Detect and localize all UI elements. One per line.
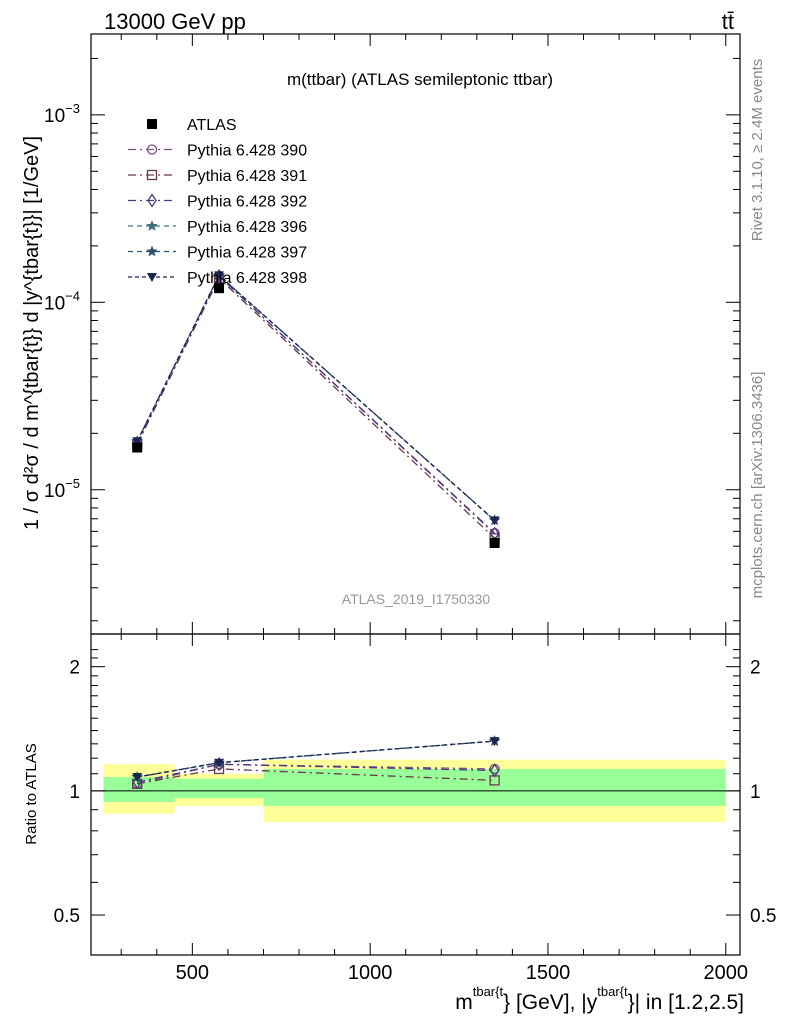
axes-layer: 500 1000 1500 2000 10−5 10−4 10−3 0.5 0.5 1 1 2 2 <box>44 33 776 984</box>
series-line-ratio <box>137 740 495 778</box>
x-tick-label: 1500 <box>526 962 571 984</box>
stat-uncertainty-band <box>174 778 264 799</box>
ratio-y-tick-label: 1 <box>69 782 80 803</box>
series-point-main <box>214 271 225 281</box>
series-point-main <box>489 516 500 526</box>
legend-marker <box>146 245 158 257</box>
mcplots-label: mcplots.cern.ch [arXiv:1306.3436] <box>749 372 766 599</box>
x-axis-label: mtbar{t} [GeV], |ytbar{t}| in [1.2,2.5] <box>455 984 744 1014</box>
chart-title: m(ttbar) (ATLAS semileptonic ttbar) <box>287 70 553 89</box>
ratio-panel-frame <box>90 633 741 956</box>
y-axis-label: 1 / σ d²σ / d m^{tbar{t}} d |y^{tbar{t}}… <box>21 136 43 530</box>
ratio-y-tick-label: 2 <box>69 658 80 679</box>
series-line-main <box>136 275 496 535</box>
legend-marker <box>147 193 157 208</box>
y-tick-label: 10−4 <box>44 288 80 314</box>
series-point-ratio <box>132 773 143 783</box>
legend-label: Pythia 6.428 396 <box>187 219 307 236</box>
ratio-y-tick-label: 0.5 <box>54 906 80 927</box>
analysis-tag: ATLAS_2019_I1750330 <box>342 591 491 607</box>
data-point <box>214 283 225 294</box>
x-tick-label: 2000 <box>704 962 749 984</box>
rivet-label: Rivet 3.1.10, ≥ 2.4M events <box>749 59 766 242</box>
series-line-main <box>136 275 496 534</box>
series-point-ratio <box>489 737 500 747</box>
legend-label: Pythia 6.428 391 <box>187 168 307 185</box>
legend-marker <box>147 273 157 282</box>
ratio-y-tick-label-right: 2 <box>750 658 761 679</box>
legend-label-data: ATLAS <box>187 117 237 134</box>
header-left: 13000 GeV pp <box>104 9 246 34</box>
legend-marker <box>146 169 158 181</box>
ratio-y-tick-label-right: 1 <box>750 782 761 803</box>
legend-marker-data <box>147 119 157 129</box>
x-tick-label: 500 <box>176 962 209 984</box>
y-tick-label: 10−5 <box>44 476 80 502</box>
series-point-ratio <box>489 763 500 778</box>
legend: ATLAS Pythia 6.428 390 Pythia 6.428 391 Pyt… <box>128 117 307 287</box>
legend-label: Pythia 6.428 397 <box>187 245 307 262</box>
ratio-y-axis-label: Ratio to ATLAS <box>23 743 40 844</box>
legend-marker <box>146 144 158 155</box>
y-tick-label: 10−3 <box>44 101 80 127</box>
x-tick-label: 1000 <box>348 962 393 984</box>
series-point-main <box>132 437 143 447</box>
stat-uncertainty-band <box>263 768 726 806</box>
series-layer <box>131 268 501 790</box>
legend-label: Pythia 6.428 398 <box>187 270 307 287</box>
ratio-y-tick-label-right: 0.5 <box>750 906 776 927</box>
legend-label: Pythia 6.428 390 <box>187 143 307 160</box>
legend-marker <box>146 220 158 231</box>
series-point-ratio <box>214 758 225 768</box>
series-line-main <box>136 277 496 539</box>
data-point <box>489 537 500 548</box>
data-point <box>132 442 143 453</box>
header-right: tt̄ <box>722 9 734 34</box>
legend-label: Pythia 6.428 392 <box>187 194 307 211</box>
